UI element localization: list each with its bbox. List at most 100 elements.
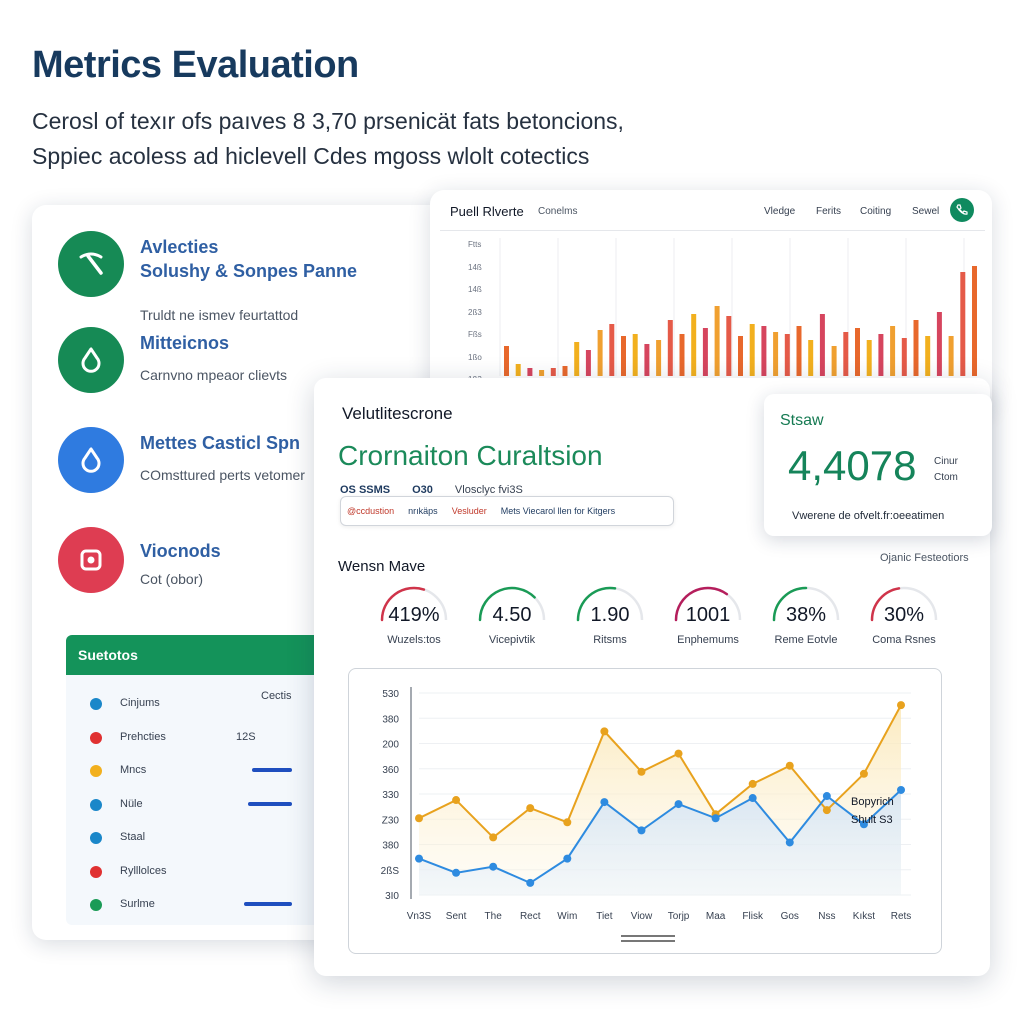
x-tick-label: The [485,911,503,922]
bar-mark [738,336,743,376]
stat-label: Stsaw [780,412,824,429]
bar-mark [761,326,767,376]
status-row[interactable]: Rylllolces [66,860,426,884]
status-label: Rylllolces [120,864,167,877]
status-dot [90,731,102,744]
bar-mark [855,328,860,376]
feature-item[interactable]: Avlecties Solushy & Sonpes Panne Truldt n… [58,231,438,323]
bar-mark [808,340,814,376]
data-point[interactable] [748,779,757,788]
feature-item[interactable]: Viocnods Cot (obor) [58,527,438,607]
data-point[interactable] [526,804,535,813]
gauge[interactable]: 30% Coma Rsnes [864,582,944,652]
status-row[interactable]: Nüle [66,793,426,817]
tag[interactable]: OS SSMS [340,484,391,496]
bar-mark [843,332,849,376]
feature-title: Mettes Casticl Spn [140,433,301,453]
y-tick-label: 200 [382,740,399,751]
gauge[interactable]: 1.90 Ritsms [570,582,650,652]
gauge[interactable]: 1001 Enphemums [668,582,748,652]
data-point[interactable] [415,854,423,863]
bar-card-subtitle: Conelms [538,206,578,217]
bar-axis-label: 1ßo [468,352,482,362]
nav-item[interactable]: Vledge [764,206,796,217]
gauge-value: 38% [785,604,827,626]
bar-chart [499,238,977,376]
data-point[interactable] [563,818,572,827]
pill-item[interactable]: nrıkäps [408,506,438,516]
bar-axis-label: 2ß3 [468,307,482,317]
nav-item[interactable]: Sewel [912,206,940,217]
pill-item[interactable]: Mets Viecarol llen for Kitgers [500,506,616,516]
chart-annotation: Shult S3 [851,814,893,826]
data-point[interactable] [822,792,831,801]
pill-item[interactable]: Vesluder [451,506,487,516]
filter-pill[interactable]: @ccdustion nrıkäps Vesluder Mets Viecaro… [340,496,674,526]
gauge[interactable]: 4.50 Vicepivtik [472,582,552,652]
page-subtitle: Cerosl of texır ofs paıves 8 3,70 prseni… [32,104,672,174]
y-tick-label: 360 [382,765,399,776]
data-point[interactable] [526,878,535,887]
data-point[interactable] [452,796,461,805]
gauge-arc [380,586,448,622]
data-point[interactable] [785,838,794,847]
x-tick-label: Nss [818,911,835,922]
status-row[interactable]: Prehcties 12S [66,726,426,750]
nav-item[interactable]: Coiting [860,206,892,217]
data-point[interactable] [674,800,683,809]
tag[interactable]: Vlosclyc fvi3S [454,484,523,496]
x-tick-label: Rets [891,911,912,922]
bar-mark [972,266,977,376]
gauge[interactable]: 419% Wuzels:tos [374,582,454,652]
stat-value: 4,4078 [788,442,917,489]
bar-axis-label: Fßs [468,330,482,339]
data-point[interactable] [711,814,720,823]
data-point[interactable] [822,806,831,815]
gauge-value: 30% [883,604,925,626]
data-point[interactable] [748,794,757,803]
section-right-label[interactable]: Ojanic Festeotiors [880,552,969,564]
data-point[interactable] [859,820,868,829]
feature-item[interactable]: Mitteicnos Carnvno mpeaor clievts [58,327,438,407]
resize-handle[interactable] [621,940,675,942]
tag[interactable]: O30 [412,484,433,496]
data-point[interactable] [897,785,905,794]
data-point[interactable] [637,826,646,835]
data-point[interactable] [489,833,498,842]
status-bar [244,902,292,906]
gauge-value: 1001 [685,604,731,626]
feature-subtitle: Truldt ne ismev feurtattod [140,307,299,323]
x-tick-label: Sent [446,911,467,922]
feature-item[interactable]: Mettes Casticl Spn COmsttured perts veto… [58,427,438,507]
feature-title: Viocnods [140,541,221,561]
data-point[interactable] [600,798,609,807]
bar-mark [749,324,755,376]
bar-mark [679,334,685,376]
data-point[interactable] [452,868,461,877]
bar-mark [773,332,779,376]
data-point[interactable] [785,761,794,770]
bar-axis-label: 14ß [468,285,482,294]
status-row[interactable]: Mncs [66,759,426,783]
section-label: Wensn Mave [338,558,426,575]
status-row[interactable]: Cinjums [66,692,426,716]
bar-mark [784,334,790,376]
x-tick-label: Kıkst [853,911,875,922]
data-point[interactable] [563,854,572,863]
resize-handle[interactable] [621,935,675,937]
data-point[interactable] [637,767,646,776]
data-point[interactable] [489,862,498,871]
pill-item[interactable]: @ccdustion [347,506,395,516]
data-point[interactable] [415,814,423,823]
card-heading: Crornaiton Curaltsion [338,440,603,471]
nav-item[interactable]: Ferits [816,206,841,217]
bar-mark [609,324,615,376]
data-point[interactable] [859,769,868,778]
data-point[interactable] [600,727,609,736]
phone-icon[interactable] [950,198,974,222]
status-number: 12S [236,730,256,743]
data-point[interactable] [897,701,905,710]
data-point[interactable] [674,749,683,758]
status-row[interactable]: Surlme [66,893,426,917]
gauge[interactable]: 38% Reme Eotvle [766,582,846,652]
